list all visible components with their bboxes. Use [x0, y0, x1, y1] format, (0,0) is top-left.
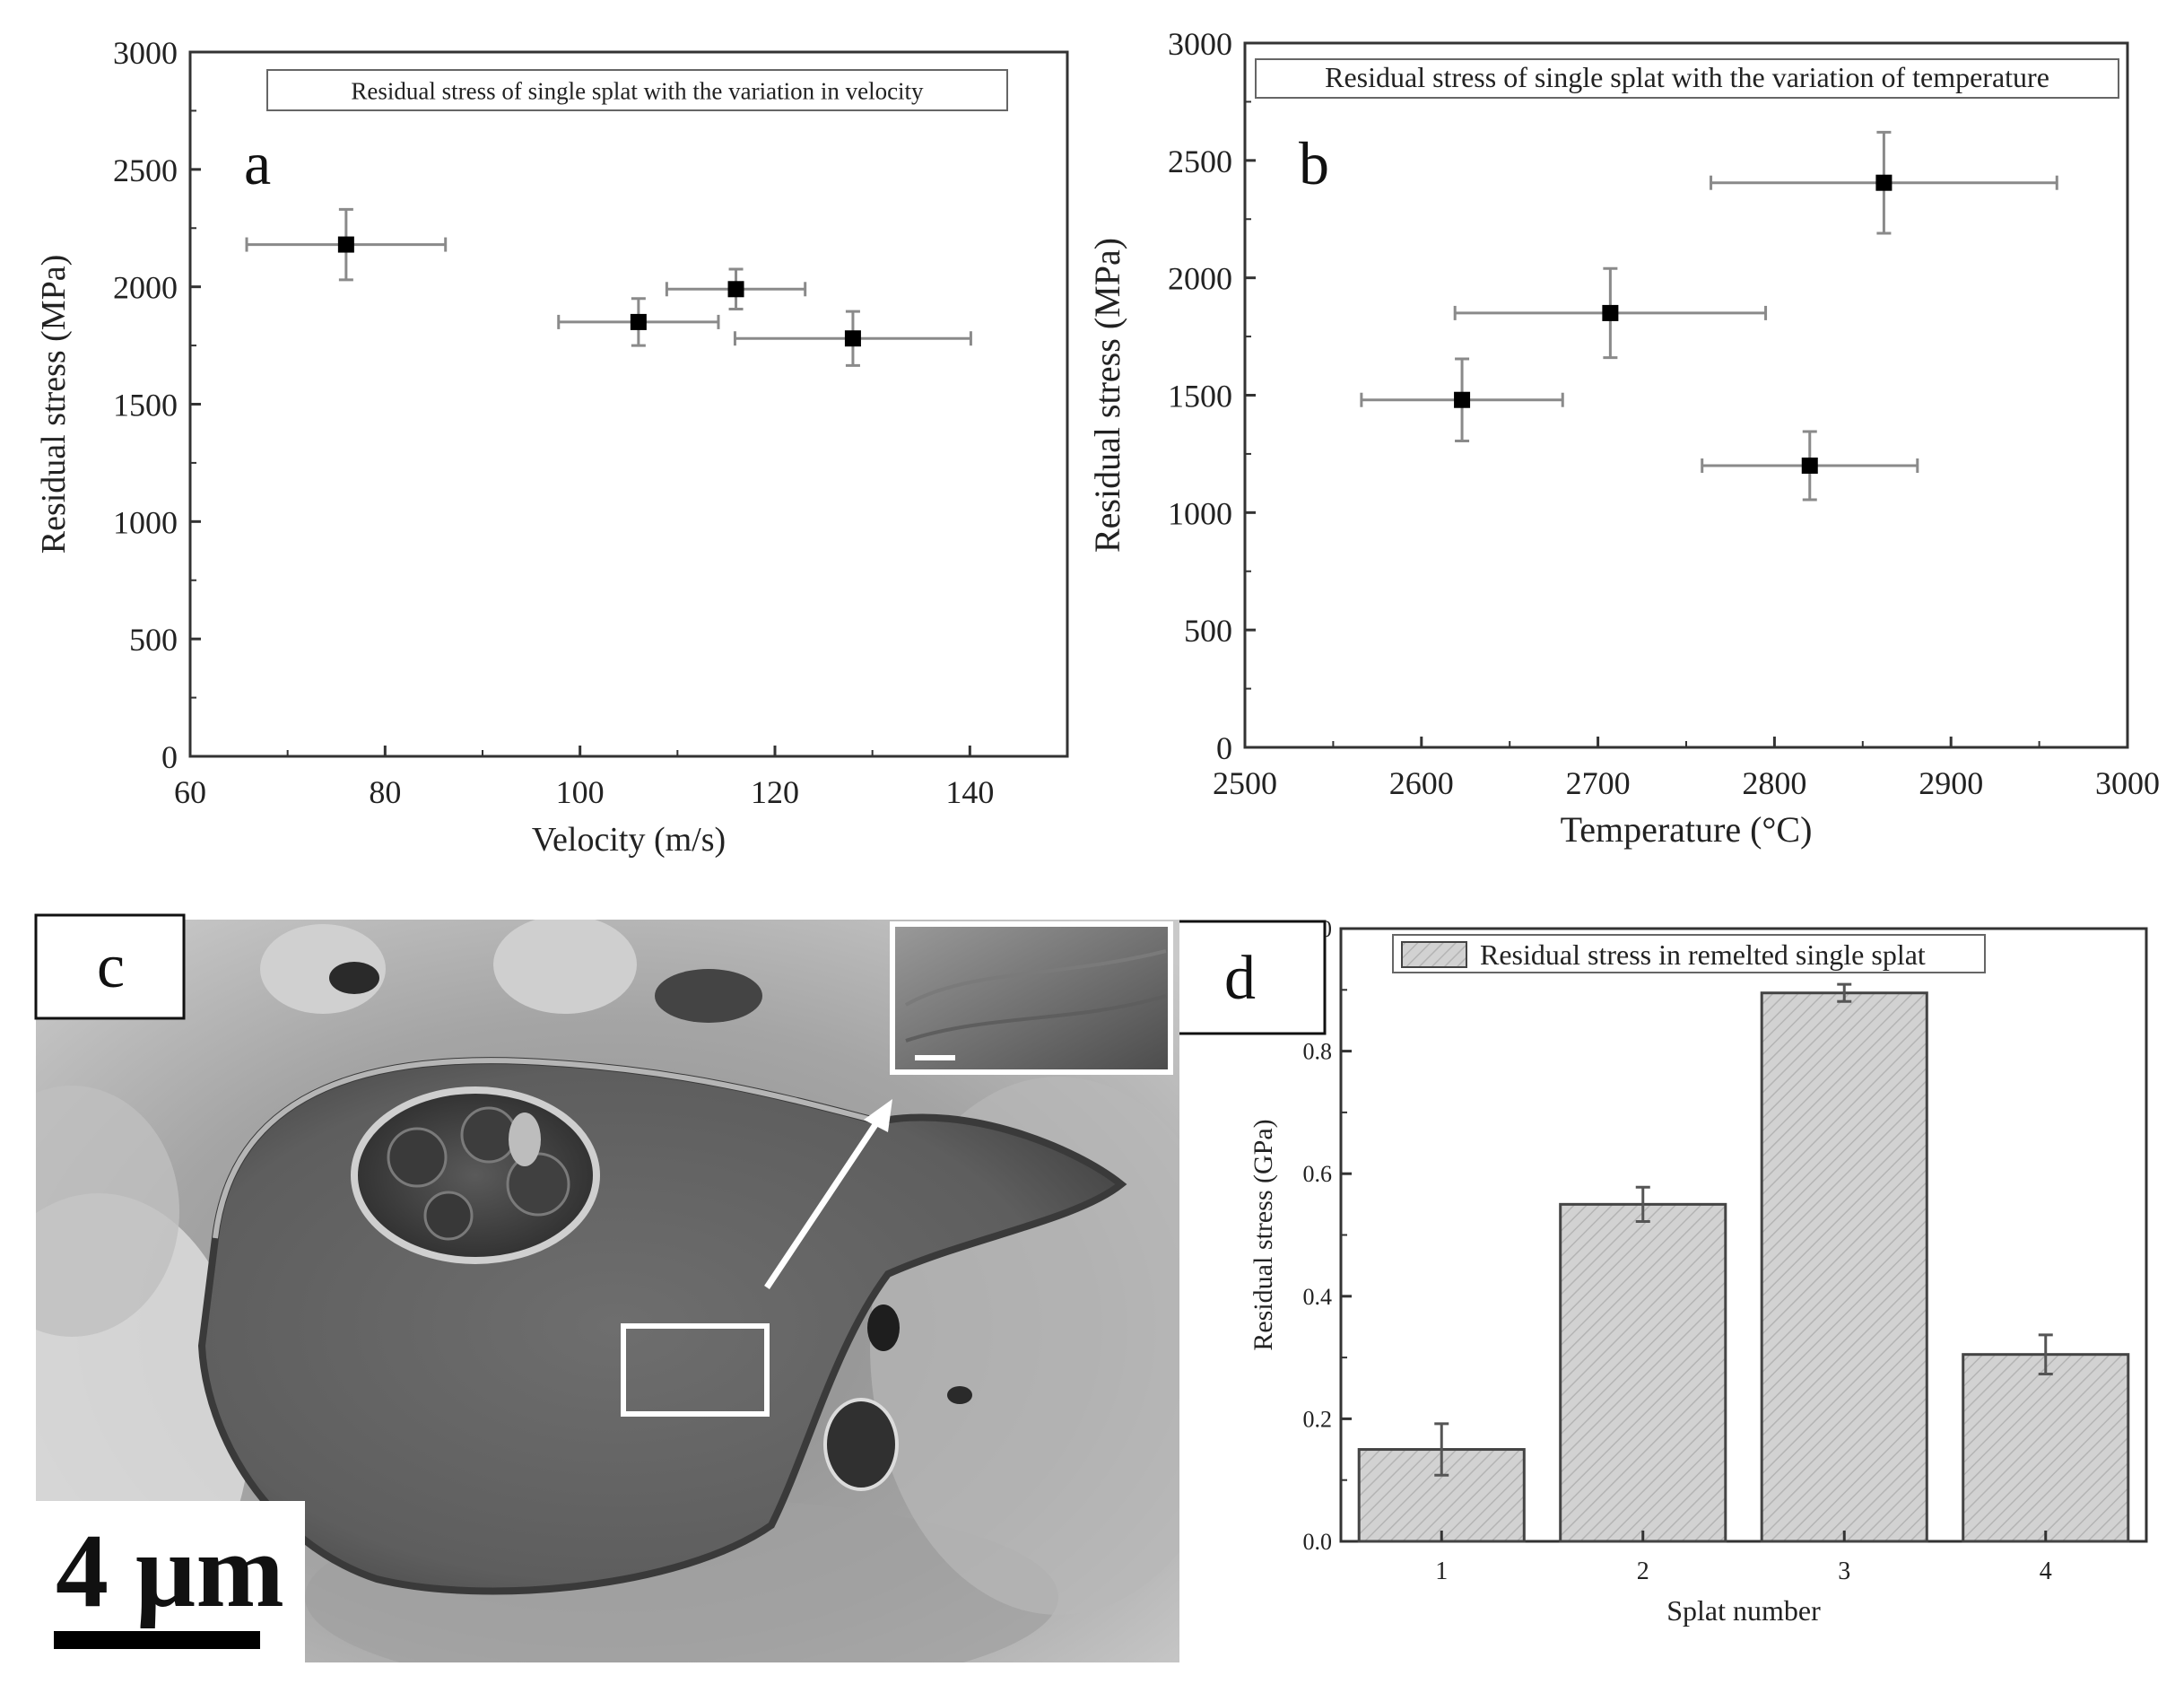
y-tick-label: 1500: [1168, 379, 1232, 414]
y-axis-title: Residual stress (GPa): [1249, 1119, 1278, 1350]
x-tick-label: 2500: [1213, 765, 1277, 801]
x-tick-label: 100: [556, 774, 605, 810]
y-tick-label: 1000: [113, 504, 178, 540]
legend-title: Residual stress in remelted single splat: [1480, 938, 1926, 971]
panel-letter-b: b: [1299, 129, 1329, 197]
x-tick-label: 2700: [1566, 765, 1631, 801]
x-tick-label: 80: [369, 774, 401, 810]
x-tick-label: 3: [1838, 1557, 1850, 1585]
panel-d-letter-box: [1170, 920, 1327, 1035]
data-point: [1801, 458, 1818, 474]
y-tick-label: 1000: [1168, 495, 1232, 531]
y-tick-label: 500: [1184, 613, 1232, 649]
y-tick-label: 0.4: [1303, 1284, 1333, 1310]
y-tick-label: 3000: [113, 35, 178, 71]
legend-title: Residual stress of single splat with the…: [1325, 61, 2049, 93]
legend-swatch: [1401, 941, 1467, 968]
y-tick-label: 0: [161, 739, 178, 775]
legend-box: [266, 69, 1008, 111]
bar-2: [1559, 1202, 1727, 1543]
plot-frame: [1243, 41, 2129, 749]
data-point: [1454, 391, 1471, 408]
bar-4: [1962, 1353, 2130, 1543]
x-axis-title: Temperature (°C): [1561, 809, 1813, 850]
x-tick-label: 4: [2040, 1557, 2052, 1585]
x-tick-label: 1: [1435, 1557, 1448, 1585]
panel-letter-a: a: [244, 129, 271, 197]
x-tick-label: 2800: [1742, 765, 1806, 801]
data-point: [630, 313, 647, 330]
data-point: [844, 330, 861, 347]
panel-c-sem-micrograph: 4 µm c: [34, 913, 1179, 1662]
y-tick-label: 2000: [113, 270, 178, 306]
y-tick-label: 2500: [1168, 144, 1232, 179]
scale-bar: [54, 1631, 260, 1649]
y-tick-label: 0.0: [1303, 1529, 1333, 1555]
legend-box: [1255, 58, 2119, 99]
data-point: [727, 281, 744, 298]
x-tick-label: 60: [174, 774, 206, 810]
legend-box: [1392, 934, 1986, 973]
y-tick-label: 3000: [1168, 26, 1232, 62]
data-point: [337, 236, 354, 253]
x-tick-label: 3000: [2095, 765, 2160, 801]
x-tick-label: 2600: [1389, 765, 1454, 801]
plot-frame: [188, 50, 1069, 758]
x-tick-label: 140: [945, 774, 994, 810]
y-tick-label: 0.8: [1303, 1039, 1333, 1065]
data-point: [1602, 304, 1619, 321]
bar-3: [1760, 991, 1928, 1543]
panel-c-letter-box: [34, 913, 186, 1020]
panel-letter-c: c: [97, 932, 125, 1001]
legend-title: Residual stress of single splat with the…: [351, 77, 924, 104]
x-axis-title: Splat number: [1666, 1594, 1821, 1627]
inset-magnified-image: [890, 921, 1173, 1075]
y-tick-label: 0.6: [1303, 1161, 1333, 1187]
y-axis-title: Residual stress (MPa): [35, 255, 73, 554]
y-tick-label: 0.2: [1303, 1406, 1333, 1432]
data-point: [1875, 174, 1893, 191]
x-tick-label: 2: [1637, 1557, 1649, 1585]
y-axis-title: Residual stress (MPa): [1087, 238, 1127, 553]
zoom-arrow: [764, 1111, 886, 1289]
x-tick-label: 120: [751, 774, 799, 810]
panel-d-bar-remelted: 0.00.20.40.60.81.01234Splat numberResidu…: [1170, 916, 2148, 1627]
y-tick-label: 0: [1216, 730, 1232, 766]
scale-bar-label: 4 µm: [56, 1512, 284, 1629]
panel-b-scatter-temperature: 0 500 1000 1500 2000 2500 3000 2500 2600 2700 2800…: [1087, 26, 2160, 850]
selection-box: [621, 1323, 770, 1417]
y-tick-label: 500: [129, 622, 178, 658]
x-axis-title: Velocity (m/s): [532, 821, 726, 859]
x-tick-label: 2900: [1919, 765, 1983, 801]
panel-letter-d: d: [1224, 944, 1256, 1013]
y-tick-label: 2000: [1168, 261, 1232, 297]
panel-a-scatter-velocity: 0 500 1000 1500 2000 2500 3000 60 80 100 120 140 Vel…: [35, 35, 1069, 859]
y-tick-label: 2500: [113, 153, 178, 188]
y-tick-label: 1500: [113, 388, 178, 423]
